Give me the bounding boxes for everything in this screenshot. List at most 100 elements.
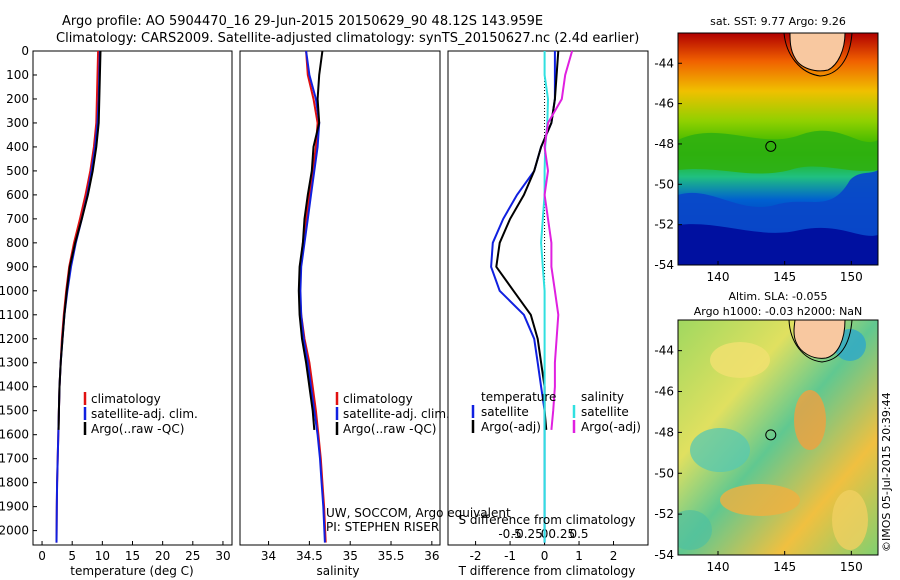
x-tick-label: -1: [504, 549, 516, 563]
salinity-panel: [239, 50, 441, 546]
legend-label-temp-argo: Argo(-adj): [481, 420, 541, 434]
salinity-legend: climatology satellite-adj. clim. Argo(..…: [335, 392, 450, 436]
x-tick-label: 36: [424, 549, 439, 563]
x-tick-label: 1: [575, 549, 583, 563]
series-line: [298, 50, 327, 543]
x2-tick-label: -0.25: [512, 527, 543, 541]
depth-tick-label: 1600: [0, 428, 29, 442]
series-line: [55, 50, 101, 543]
sst-land: [789, 33, 846, 72]
map-x-tick-label: 150: [840, 270, 863, 284]
series-line: [297, 50, 324, 430]
temperature-xlabel: temperature (deg C): [70, 564, 193, 578]
depth-tick-label: 1100: [0, 308, 29, 322]
depth-tick-label: 1500: [0, 404, 29, 418]
map-y-tick-label: -46: [654, 97, 674, 111]
sla-blob: [794, 390, 826, 450]
depth-tick-label: 400: [6, 140, 29, 154]
map-y-tick-label: -54: [654, 548, 674, 562]
sla-map-title-line2: Argo h1000: -0.03 h2000: NaN: [694, 305, 863, 318]
legend-label-temp-satellite: satellite: [481, 405, 529, 419]
difference-panel: [447, 50, 649, 546]
depth-tick-label: 100: [6, 68, 29, 82]
map-y-tick-label: -52: [654, 218, 674, 232]
depth-tick-label: 1300: [0, 356, 29, 370]
sla-blob: [690, 428, 750, 472]
map-y-tick-label: -52: [654, 507, 674, 521]
x-tick-label: 34: [261, 549, 276, 563]
depth-tick-label: 1700: [0, 452, 29, 466]
map-x-tick-label: 145: [773, 270, 796, 284]
sla-map-title-line1: Altim. SLA: -0.055: [728, 290, 827, 303]
depth-tick-label: 1800: [0, 476, 29, 490]
depth-tick-label: 800: [6, 236, 29, 250]
imos-stamp: ©IMOS 05-Jul-2015 20:39:44: [880, 392, 893, 552]
map-y-tick-label: -46: [654, 385, 674, 399]
sla-map-frame: [677, 319, 879, 556]
depth-tick-label: 1900: [0, 500, 29, 514]
figure-title-line2: Climatology: CARS2009. Satellite-adjuste…: [56, 31, 639, 46]
difference-legend: temperature satellite Argo(-adj) salinit…: [471, 390, 641, 434]
map-y-tick-label: -44: [654, 56, 674, 70]
depth-tick-label: 900: [6, 260, 29, 274]
legend-label-argo: Argo(..raw -QC): [91, 422, 184, 436]
sst-argo-marker: [765, 140, 777, 152]
salinity-plot: 34 34.5 35 35.5 36: [261, 50, 439, 563]
sla-blob: [678, 510, 712, 550]
map-x-tick-label: 140: [707, 270, 730, 284]
legend-label-sal-satellite: satellite: [581, 405, 629, 419]
sla-blob: [832, 490, 868, 550]
map-y-tick-label: -54: [654, 258, 674, 272]
temperature-plot: 0 5 10 15 20 25 30: [38, 50, 231, 563]
x-tick-label: 30: [215, 549, 230, 563]
x-tick-label: 0: [38, 549, 46, 563]
map-x-tick-label: 145: [773, 560, 796, 574]
x-tick-label: 25: [185, 549, 200, 563]
x-tick-label: 35: [343, 549, 358, 563]
salinity-annotation-line2: PI: STEPHEN RISER: [326, 520, 439, 534]
legend-label-satellite: satellite-adj. clim.: [343, 407, 450, 421]
sst-warm-tongue: [678, 130, 878, 174]
x-tick-label: 34.5: [296, 549, 323, 563]
difference-xlabel: T difference from climatology: [458, 564, 636, 578]
x2-tick-label: -0.5: [498, 527, 521, 541]
x-tick-label: -2: [470, 549, 482, 563]
map-y-tick-label: -48: [654, 137, 674, 151]
legend-label-satellite: satellite-adj. clim.: [91, 407, 198, 421]
sla-land: [793, 320, 846, 359]
map-y-tick-label: -50: [654, 177, 674, 191]
map-y-tick-label: -50: [654, 466, 674, 480]
sla-argo-marker: [765, 429, 777, 441]
map-x-tick-label: 140: [707, 560, 730, 574]
series-line: [55, 50, 100, 543]
x2-tick-label: 0.5: [569, 527, 588, 541]
salinity-xlabel: salinity: [316, 564, 359, 578]
depth-tick-label: 1000: [0, 284, 29, 298]
depth-tick-label: 600: [6, 188, 29, 202]
temperature-legend: climatology satellite-adj. clim. Argo(..…: [83, 392, 198, 436]
depth-axis: 0 100 200 300 400 500 600 700 800 900 1000 1100 1200…: [0, 44, 37, 538]
sla-map-axes: 140 145 150 -44 -46 -48 -50 -52 -54: [654, 344, 862, 574]
depth-tick-label: 0: [21, 44, 29, 58]
depth-tick-label: 1200: [0, 332, 29, 346]
legend-label-sal-argo: Argo(-adj): [581, 420, 641, 434]
sst-map-frame: [677, 32, 879, 266]
legend-label-climatology: climatology: [343, 392, 413, 406]
sst-cold-water: [678, 224, 878, 265]
difference-xlabel-top: S difference from climatology: [459, 513, 636, 527]
x-tick-label: 10: [95, 549, 110, 563]
x-tick-label: 35.5: [378, 549, 405, 563]
depth-tick-label: 1400: [0, 380, 29, 394]
x2-tick-label: 0.25: [548, 527, 575, 541]
sst-map-axes: 140 145 150 -44 -46 -48 -50 -52 -54: [654, 56, 862, 284]
depth-tick-label: 200: [6, 92, 29, 106]
map-y-tick-label: -48: [654, 425, 674, 439]
x-tick-label: 15: [125, 549, 140, 563]
sla-map: [678, 320, 878, 555]
sla-blob: [710, 342, 770, 378]
x-tick-label: 0: [541, 549, 549, 563]
x-tick-label: 2: [610, 549, 618, 563]
sst-map: [678, 33, 878, 265]
